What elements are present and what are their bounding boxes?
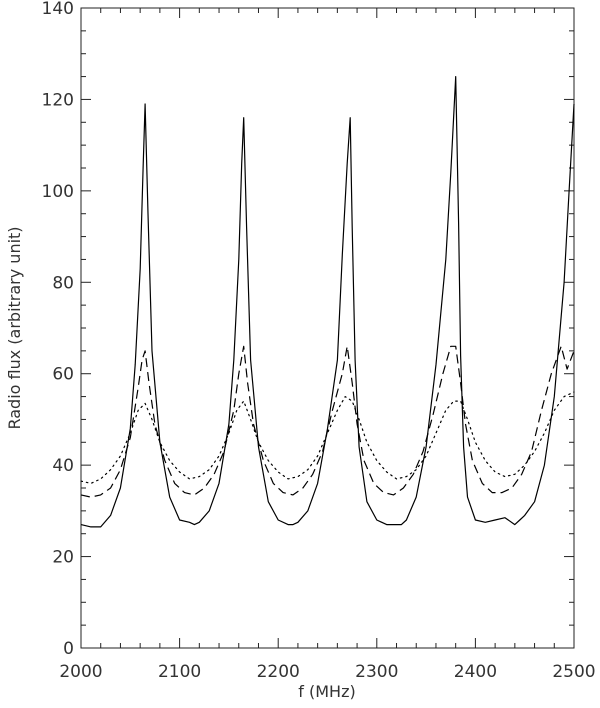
y-tick-label: 0 xyxy=(63,639,74,659)
series-line-dashed xyxy=(80,345,575,498)
series-line-solid xyxy=(80,75,575,528)
y-tick-label: 80 xyxy=(52,273,74,293)
series-line-dotted xyxy=(80,391,575,484)
series-layer xyxy=(80,75,575,528)
x-tick-label: 2100 xyxy=(158,662,201,682)
y-tick-label: 120 xyxy=(42,90,74,110)
plot-frame xyxy=(80,7,575,649)
x-tick-label: 2300 xyxy=(355,662,398,682)
y-tick-label: 60 xyxy=(52,365,74,385)
tick-labels: 2000 2100 2200 2300 2400 2500 0 20 40 60 80 100 120 1… xyxy=(42,0,596,682)
x-axis-label: f (MHz) xyxy=(298,682,355,701)
x-tick-label: 2200 xyxy=(257,662,300,682)
x-tick-label: 2500 xyxy=(552,662,595,682)
y-tick-label: 140 xyxy=(42,0,74,19)
x-tick-label: 2000 xyxy=(59,662,102,682)
tick-marks xyxy=(80,7,575,649)
y-tick-label: 20 xyxy=(52,548,74,568)
y-tick-label: 40 xyxy=(52,456,74,476)
y-axis-label: Radio flux (arbitrary unit) xyxy=(5,226,24,429)
y-tick-label: 100 xyxy=(42,182,74,202)
x-tick-label: 2400 xyxy=(454,662,497,682)
